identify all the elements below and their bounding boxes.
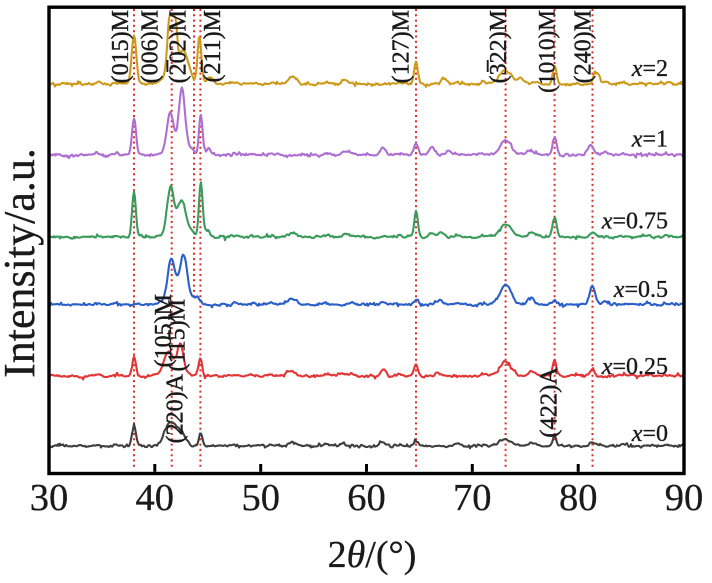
- svg-text:(006)M: (006)M: [138, 10, 164, 83]
- svg-text:(115)M: (115)M: [164, 299, 190, 371]
- svg-text:(240)M: (240)M: [571, 10, 597, 83]
- svg-text:(220)A: (220)A: [163, 373, 189, 443]
- svg-text:x=0.5: x=0.5: [613, 277, 668, 303]
- svg-text:Intensity/a.u.: Intensity/a.u.: [0, 148, 44, 378]
- svg-text:(105)M: (105)M: [151, 294, 177, 367]
- svg-text:80: 80: [559, 477, 598, 519]
- svg-text:(1010)M: (1010)M: [535, 10, 561, 93]
- svg-text:(211)M: (211)M: [200, 10, 226, 82]
- svg-text:50: 50: [241, 477, 280, 519]
- svg-text:90: 90: [665, 477, 704, 519]
- svg-text:(202)M: (202)M: [166, 10, 192, 83]
- svg-text:2θ/(°): 2θ/(°): [328, 534, 417, 576]
- svg-text:x=0.75: x=0.75: [601, 209, 668, 235]
- svg-text:x=2: x=2: [631, 56, 668, 82]
- svg-text:40: 40: [136, 477, 175, 519]
- svg-text:(127)M: (127)M: [389, 10, 415, 83]
- svg-text:(015)M: (015)M: [108, 10, 134, 83]
- svg-text:x=0: x=0: [631, 421, 668, 447]
- svg-text:70: 70: [453, 477, 492, 519]
- svg-text:60: 60: [347, 477, 386, 519]
- svg-text:(322)M: (322)M: [486, 10, 512, 83]
- svg-text:x=0.25: x=0.25: [601, 354, 668, 380]
- svg-text:30: 30: [30, 477, 69, 519]
- svg-text:x=1: x=1: [631, 127, 668, 153]
- svg-text:(422)A: (422)A: [535, 367, 562, 438]
